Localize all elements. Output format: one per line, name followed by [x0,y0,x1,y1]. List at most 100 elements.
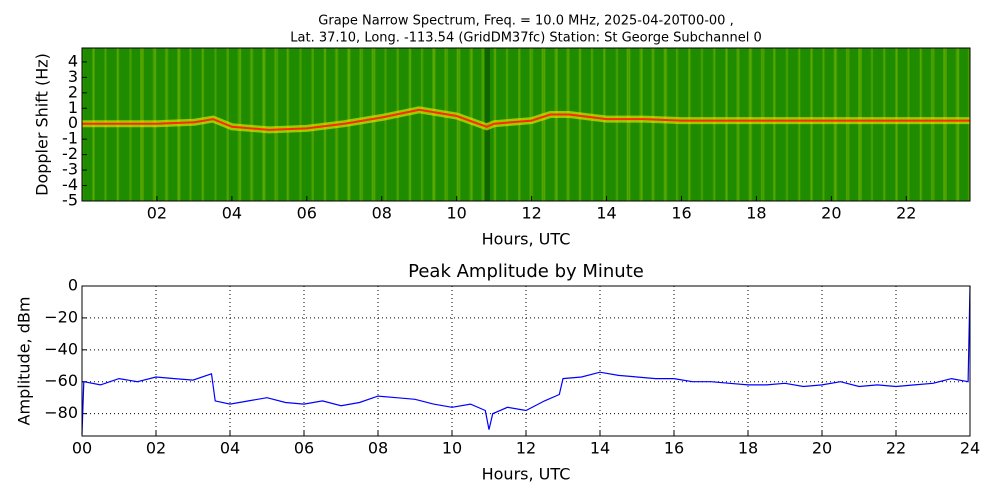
noise-streak [930,48,933,201]
x-tick-label: 18 [746,204,766,223]
noise-streak [469,48,471,201]
noise-streak [446,48,449,201]
noise-streak [371,48,374,201]
noise-streak [274,48,276,201]
noise-streak [615,48,617,201]
noise-streak [641,48,643,201]
noise-streak [287,48,290,201]
x-tick-label: 02 [147,204,167,223]
noise-streak [653,48,655,201]
noise-streak [773,48,775,201]
noise-streak [870,48,872,201]
noise-streak [626,48,629,201]
x-tick-label: 08 [372,204,392,223]
noise-streak [688,48,690,201]
data-line [81,285,971,435]
x-tick-label: 18 [738,439,758,458]
noise-streak [859,48,861,201]
y-axis-label: Doppler Shift (Hz) [33,53,52,196]
x-axis-label: Hours, UTC [482,230,571,249]
x-tick-label: 02 [146,439,166,458]
noise-streak [763,48,765,201]
noise-streak [725,48,727,201]
y-tick-label: 1 [68,98,78,117]
noise-streak [956,48,959,201]
chart-title: Lat. 37.10, Long. -113.54 (GridDM37fc) S… [290,31,761,46]
noise-streak [835,48,838,201]
noise-streak [639,48,641,201]
x-tick-label: 04 [222,204,242,223]
noise-streak [252,48,254,201]
noise-streak [738,48,740,201]
noise-streak [592,48,594,201]
noise-streak [845,48,848,201]
noise-streak [628,48,631,201]
noise-streak [675,48,678,201]
noise-streak [907,48,909,201]
x-tick-label: 00 [72,439,92,458]
noise-streak [665,48,668,201]
noise-streak [810,48,812,201]
noise-streak [749,48,752,201]
noise-streak [554,48,556,201]
y-tick-label: 0 [68,113,78,132]
noise-streak [663,48,666,201]
noise-streak [397,48,399,201]
noise-streak [664,48,667,201]
noise-streak [847,48,849,201]
noise-streak [967,48,970,201]
noise-streak [432,48,434,201]
noise-streak [458,48,461,201]
noise-streak [896,48,898,201]
noise-streak [933,48,935,201]
noise-streak [384,48,386,201]
noise-streak [737,48,739,201]
noise-streak [883,48,886,201]
x-tick-label: 20 [821,204,841,223]
noise-streak [797,48,800,201]
noise-streak [713,48,716,201]
chart-title: Grape Narrow Spectrum, Freq. = 10.0 MHz,… [318,14,733,29]
noise-streak [895,48,897,201]
noise-streak [651,48,653,201]
noise-streak [578,48,581,201]
noise-streak [445,48,447,201]
noise-streak [215,48,217,201]
noise-streak [640,48,642,201]
noise-streak [373,48,376,201]
noise-streak [385,48,387,201]
noise-streak [201,48,204,201]
chart-title: Peak Amplitude by Minute [408,261,644,282]
noise-streak [919,48,922,201]
y-tick-label: -5 [62,191,78,210]
noise-streak [700,48,702,201]
noise-streak [932,48,934,201]
noise-streak [396,48,398,201]
noise-streak [409,48,412,201]
x-tick-label: 24 [960,439,980,458]
x-tick-label: 14 [590,439,610,458]
noise-streak [908,48,910,201]
x-tick-label: 08 [368,439,388,458]
x-tick-label: 16 [671,204,691,223]
y-tick-label: -1 [62,129,78,148]
plot-frame [81,285,971,437]
y-tick-label: 0 [68,276,78,295]
y-tick-label: -3 [62,160,78,179]
noise-streak [882,48,885,201]
noise-streak [543,48,546,201]
noise-streak [811,48,813,201]
noise-streak [590,48,593,201]
noise-streak [542,48,545,201]
noise-streak [955,48,957,201]
x-tick-label: 22 [886,439,906,458]
noise-streak [360,48,362,201]
noise-streak [556,48,558,201]
noise-streak [822,48,824,201]
noise-streak [943,48,945,201]
noise-streak [567,48,569,201]
y-tick-label: −40 [44,339,78,358]
noise-streak [627,48,630,201]
noise-streak [920,48,923,201]
